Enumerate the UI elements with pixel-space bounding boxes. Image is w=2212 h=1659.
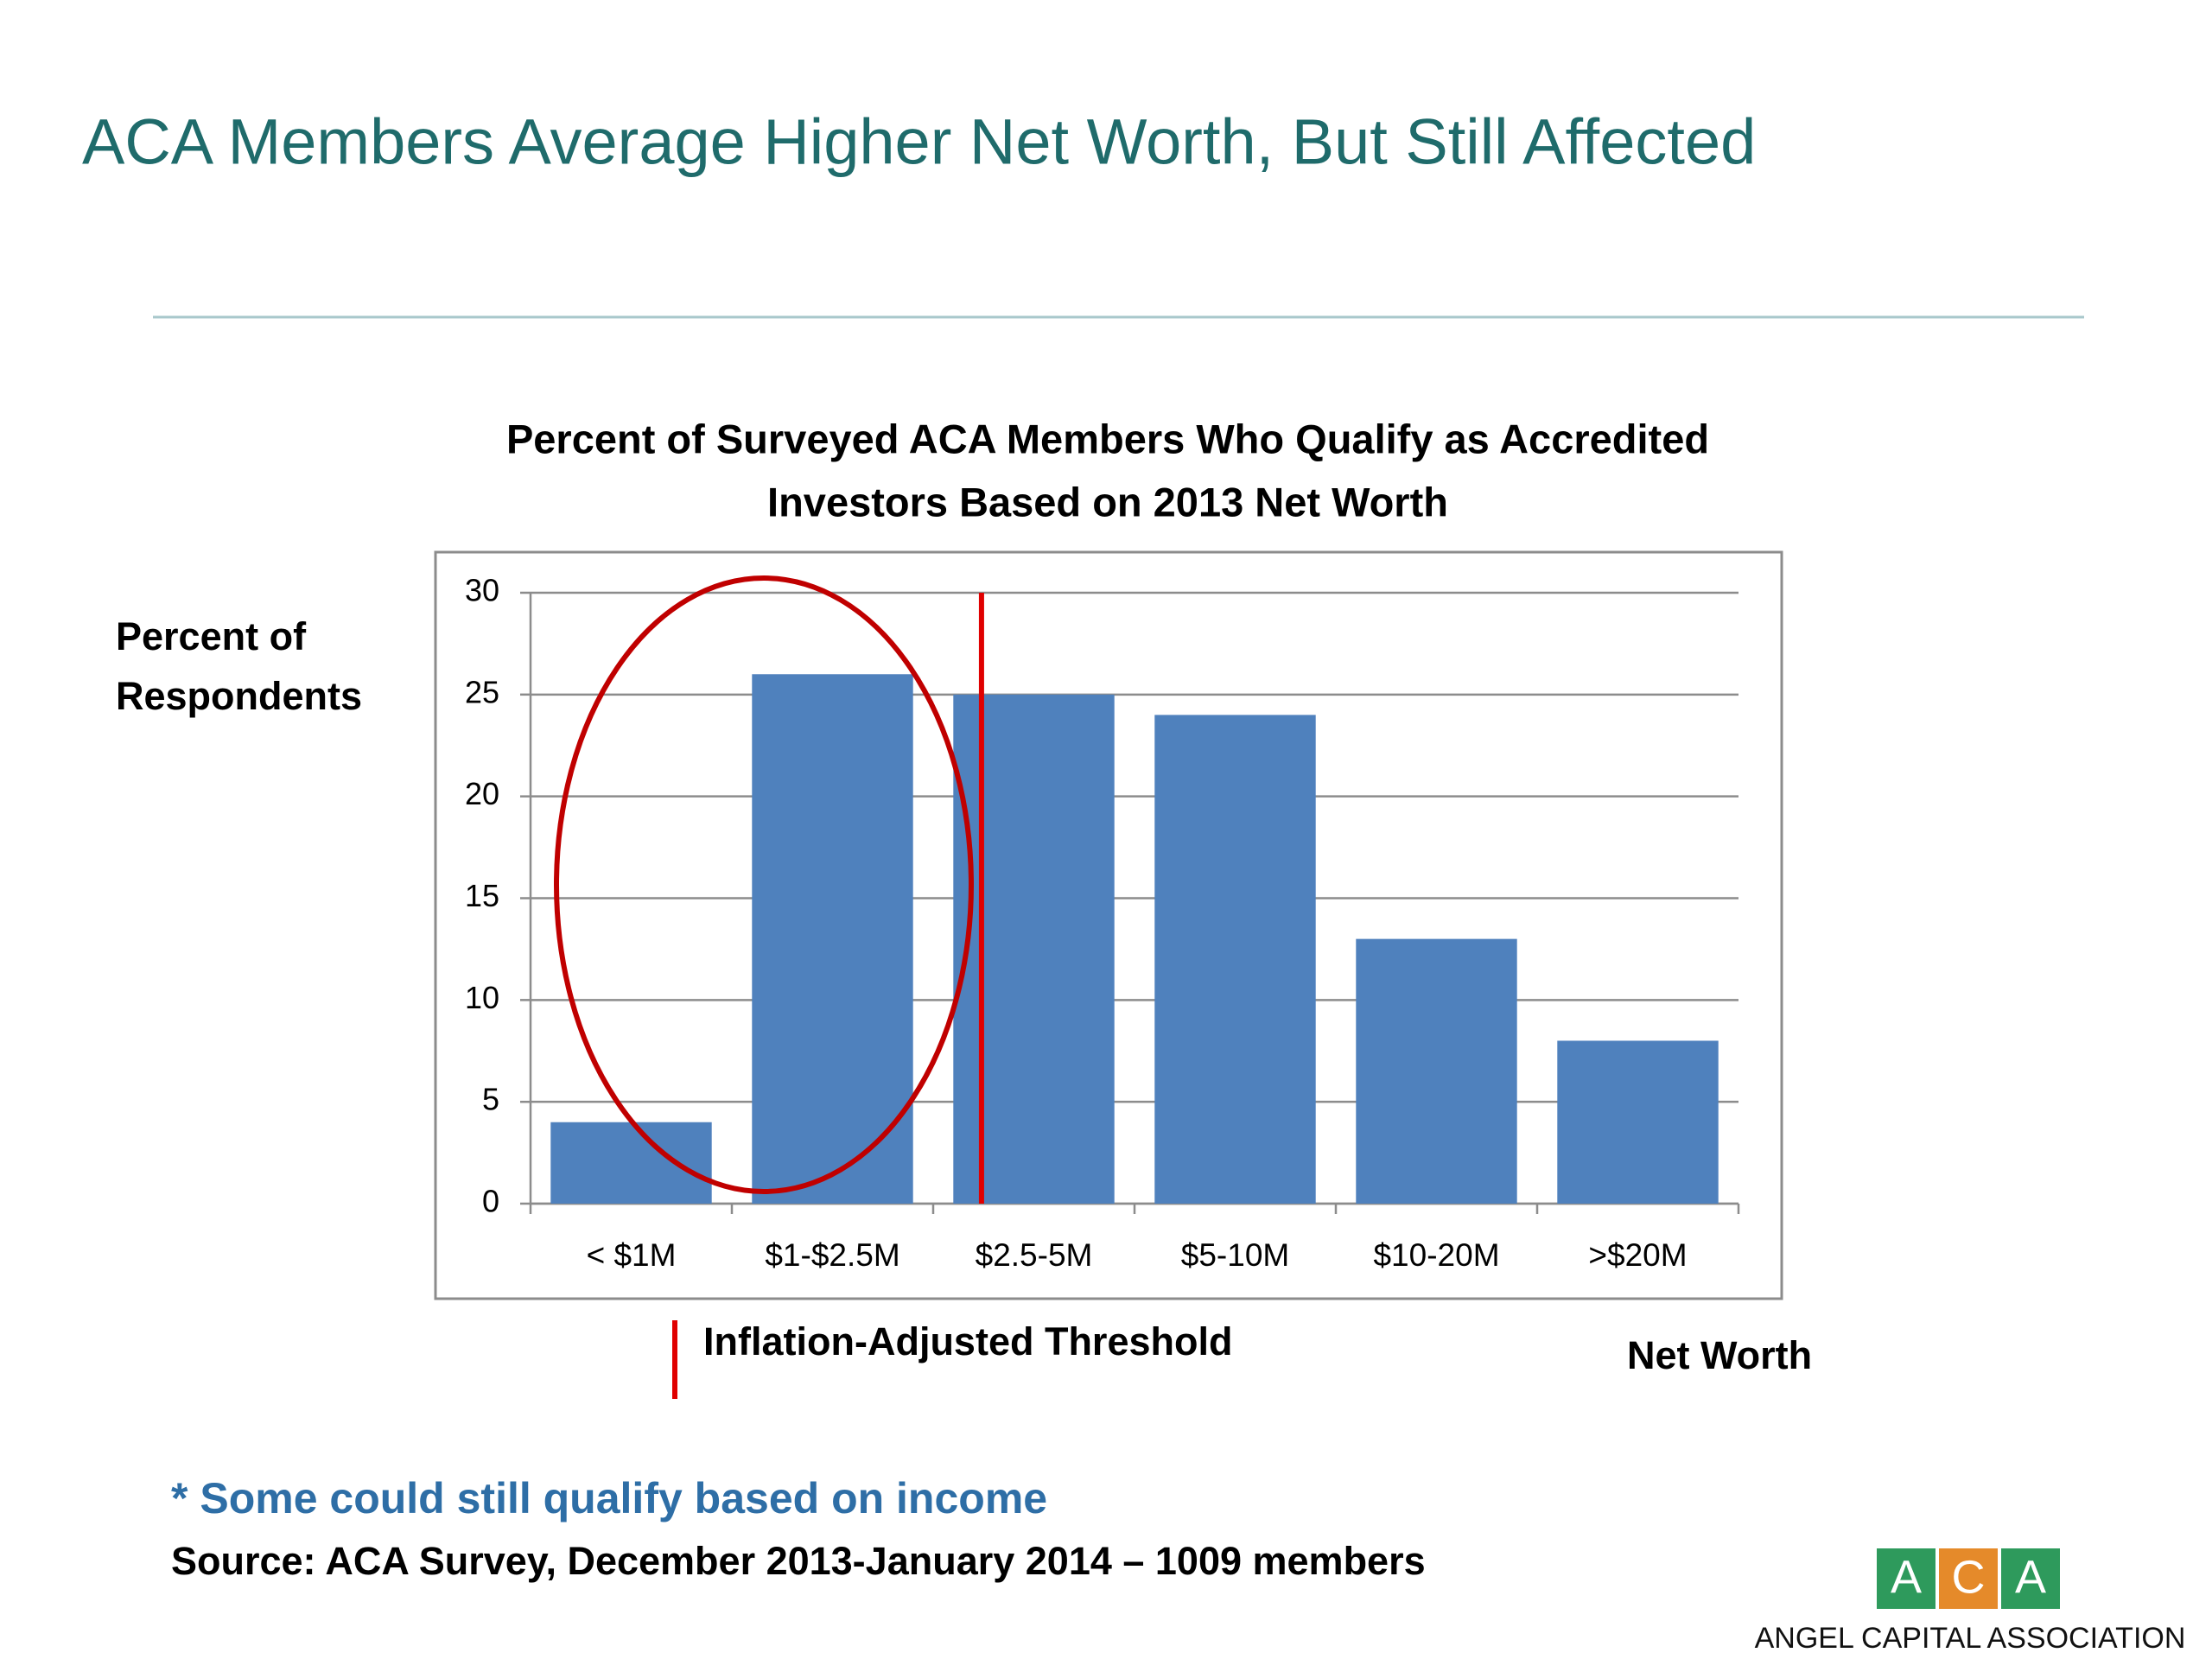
logo-letter: A xyxy=(2015,1551,2046,1603)
y-tick-label: 5 xyxy=(482,1082,499,1117)
bar xyxy=(953,694,1115,1204)
y-axis-label: Respondents xyxy=(116,674,362,718)
bar xyxy=(752,674,913,1204)
logo-box xyxy=(1877,1548,1936,1609)
bar xyxy=(550,1122,712,1204)
y-tick-label: 0 xyxy=(482,1184,499,1219)
logo-box xyxy=(1939,1548,1998,1609)
x-tick-label: >$20M xyxy=(1588,1237,1687,1273)
x-tick-label: $2.5-5M xyxy=(976,1237,1093,1273)
bar xyxy=(1154,715,1316,1204)
chart-title: Investors Based on 2013 Net Worth xyxy=(767,479,1448,524)
y-tick-label: 25 xyxy=(465,674,499,709)
x-tick-label: < $1M xyxy=(587,1237,677,1273)
x-tick-label: $5-10M xyxy=(1181,1237,1289,1273)
bar xyxy=(1356,938,1517,1204)
legend-threshold-label: Inflation-Adjusted Threshold xyxy=(703,1319,1232,1363)
y-tick-label: 30 xyxy=(465,573,499,608)
y-tick-label: 15 xyxy=(465,878,499,913)
logo-box xyxy=(2001,1548,2060,1609)
bar xyxy=(1557,1040,1719,1204)
y-axis-label: Percent of xyxy=(116,614,307,658)
chart-title: Percent of Surveyed ACA Members Who Qual… xyxy=(506,416,1709,461)
logo-name: ANGEL CAPITAL ASSOCIATION xyxy=(1755,1622,2186,1655)
x-tick-label: $10-20M xyxy=(1373,1237,1499,1273)
source: Source: ACA Survey, December 2013-Januar… xyxy=(171,1539,1426,1583)
logo-letter: A xyxy=(1891,1551,1922,1603)
y-tick-label: 20 xyxy=(465,776,499,811)
logo-letter: C xyxy=(1952,1551,1986,1603)
slide-title: ACA Members Average Higher Net Worth, Bu… xyxy=(82,106,1756,178)
x-axis-label: Net Worth xyxy=(1627,1333,1812,1377)
y-tick-label: 10 xyxy=(465,980,499,1015)
footnote: * Some could still qualify based on inco… xyxy=(171,1474,1047,1522)
x-tick-label: $1-$2.5M xyxy=(765,1237,899,1273)
highlight-ellipse xyxy=(554,575,974,1194)
